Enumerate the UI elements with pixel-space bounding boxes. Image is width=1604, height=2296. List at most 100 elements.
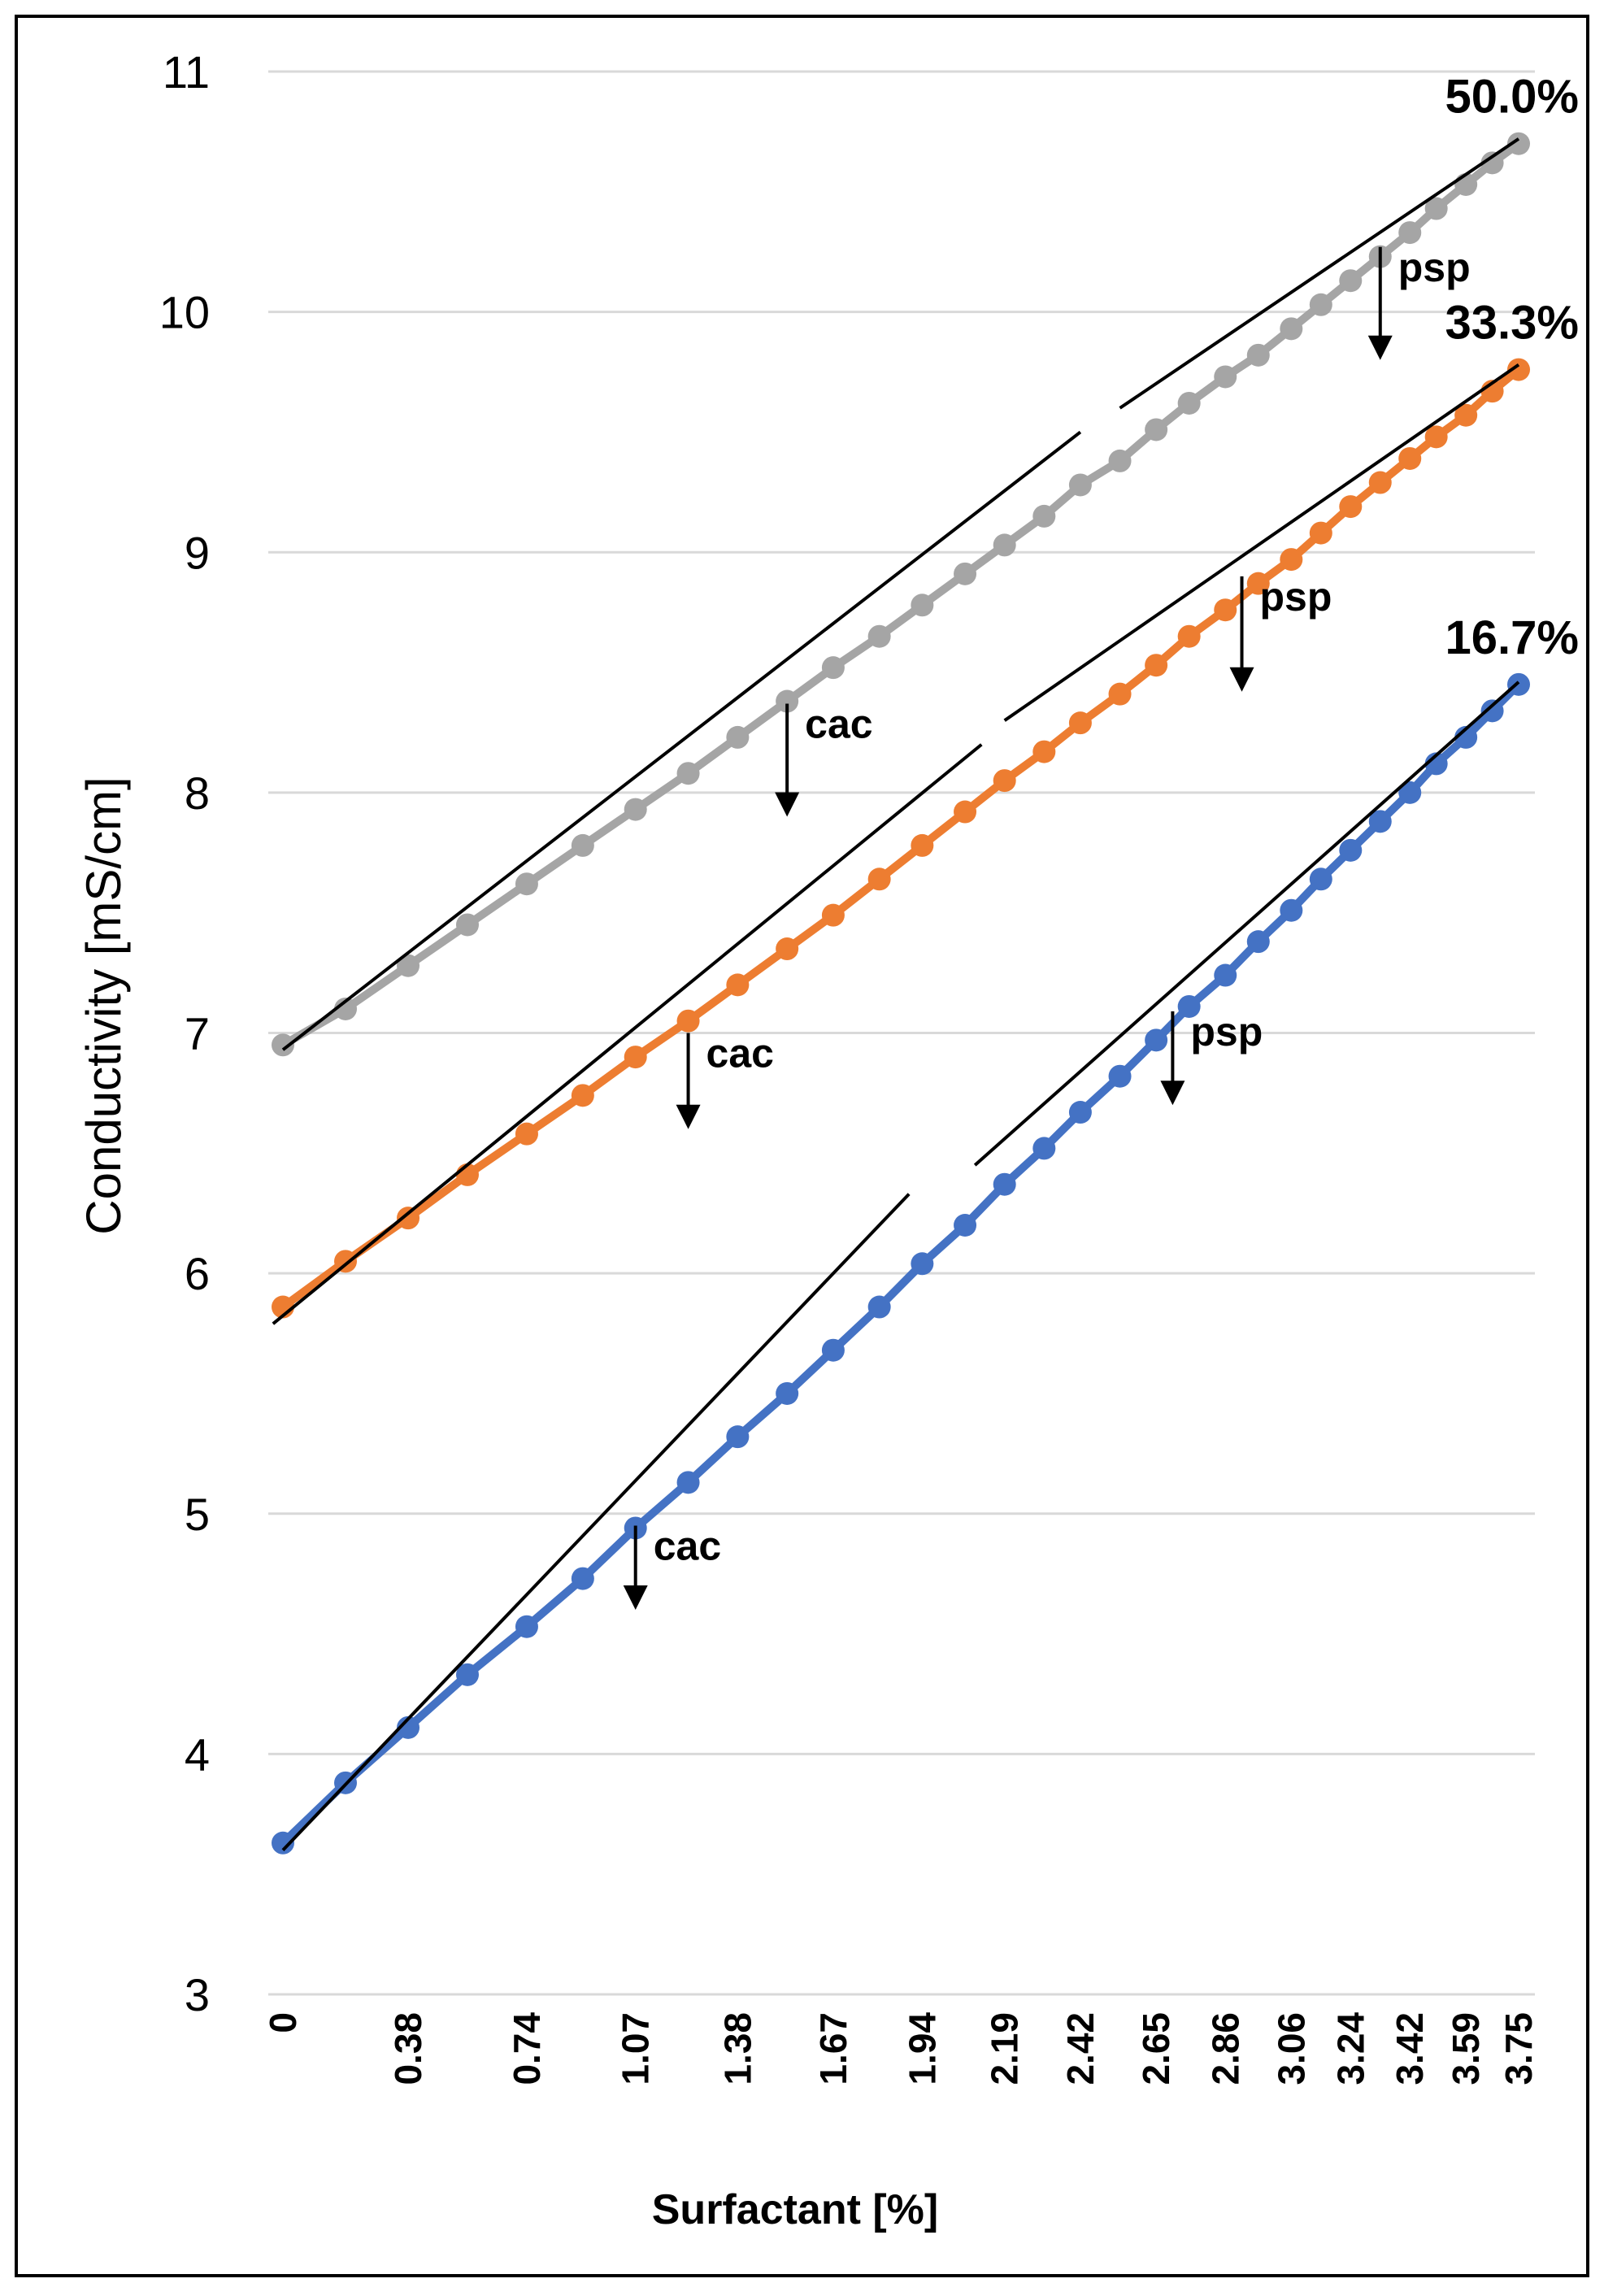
data-point-s0-10 — [821, 656, 845, 680]
data-point-s0-16 — [1068, 473, 1092, 497]
y-tick-3: 3 — [185, 1969, 210, 2020]
data-point-s1-9 — [776, 937, 799, 961]
data-point-s1-24 — [1339, 495, 1363, 519]
data-point-s0-29 — [1480, 151, 1504, 175]
annotations: cac psp cac psp cac psp — [623, 245, 1471, 1610]
data-point-s1-19 — [1177, 624, 1201, 648]
data-point-s0-17 — [1108, 449, 1132, 472]
data-point-s1-5 — [571, 1084, 594, 1107]
fit-line-3 — [1003, 363, 1520, 722]
data-point-s1-7 — [676, 1009, 700, 1033]
annotation-label-2: cac — [706, 1031, 774, 1076]
x-tick-4: 1.38 — [716, 2012, 759, 2085]
data-point-s1-16 — [1068, 711, 1092, 735]
data-point-s1-27 — [1424, 425, 1448, 449]
data-point-s1-22 — [1280, 548, 1303, 572]
data-point-s1-13 — [954, 800, 977, 824]
data-point-s0-24 — [1339, 269, 1363, 293]
data-series — [272, 132, 1530, 1855]
y-axis-title: Conductivity [mS/cm] — [76, 776, 131, 1234]
data-point-s0-0 — [272, 1033, 294, 1057]
y-tick-7: 7 — [185, 1008, 210, 1059]
data-point-s1-10 — [821, 903, 845, 927]
data-point-s1-8 — [726, 973, 750, 997]
annotation-label-0: cac — [805, 701, 872, 746]
x-tick-9: 2.65 — [1135, 2012, 1177, 2085]
data-point-s2-7 — [676, 1471, 700, 1494]
data-point-s2-29 — [1480, 699, 1504, 723]
data-point-s1-17 — [1108, 682, 1132, 706]
fit-line-5 — [973, 681, 1520, 1167]
data-point-s1-12 — [911, 833, 934, 857]
x-tick-14: 3.59 — [1445, 2012, 1487, 2085]
data-point-s2-18 — [1145, 1028, 1168, 1052]
data-point-s0-5 — [571, 833, 594, 857]
data-point-s2-11 — [867, 1295, 891, 1319]
data-point-s0-13 — [954, 562, 977, 585]
data-point-s1-6 — [624, 1046, 647, 1069]
data-point-s2-17 — [1108, 1064, 1132, 1088]
data-point-s1-21 — [1246, 572, 1270, 595]
data-point-s0-8 — [726, 725, 750, 749]
data-point-s0-15 — [1032, 504, 1056, 528]
x-tick-3: 1.07 — [615, 2012, 657, 2085]
annotation-arrowhead-0 — [775, 792, 800, 817]
fit-line-4 — [281, 1193, 911, 1852]
data-point-s1-14 — [993, 769, 1016, 793]
annotation-arrowhead-2 — [676, 1104, 701, 1129]
fit-line-0 — [281, 430, 1082, 1051]
y-tick-11: 11 — [163, 46, 210, 98]
data-point-s2-25 — [1368, 810, 1392, 833]
x-tick-13: 3.42 — [1389, 2012, 1431, 2085]
series-labels: 50.0% 33.3% 16.7% — [1445, 71, 1579, 664]
data-point-s2-2 — [397, 1715, 420, 1739]
data-point-s2-24 — [1339, 838, 1363, 862]
data-point-s2-15 — [1032, 1137, 1056, 1160]
series-label-0: 50.0% — [1445, 71, 1579, 124]
annotation-arrowhead-5 — [1160, 1081, 1185, 1106]
x-tick-7: 2.19 — [984, 2012, 1026, 2085]
data-point-s1-26 — [1398, 446, 1422, 470]
data-point-s2-21 — [1246, 930, 1270, 954]
data-point-s2-19 — [1177, 994, 1201, 1018]
data-point-s1-20 — [1214, 598, 1237, 622]
data-point-s2-27 — [1424, 752, 1448, 776]
x-tick-12: 3.24 — [1329, 2012, 1371, 2085]
data-point-s0-2 — [397, 954, 420, 977]
y-tick-4: 4 — [185, 1729, 210, 1780]
x-tick-labels: 0 0.38 0.74 1.07 1.38 1.67 1.94 2.19 2.42 2.65 2.8… — [262, 2012, 1540, 2085]
data-point-s2-8 — [726, 1425, 750, 1449]
annotation-label-3: psp — [1260, 574, 1332, 620]
data-point-s1-11 — [867, 868, 891, 891]
x-tick-2: 0.74 — [506, 2012, 548, 2085]
series-label-2: 16.7% — [1445, 611, 1579, 664]
data-point-s2-5 — [571, 1567, 594, 1590]
data-point-s2-16 — [1068, 1101, 1092, 1124]
data-point-s0-1 — [334, 997, 358, 1020]
data-point-s0-26 — [1398, 221, 1422, 245]
data-point-s0-23 — [1309, 293, 1332, 316]
data-point-s0-7 — [676, 762, 700, 785]
annotation-arrowhead-3 — [1229, 667, 1254, 692]
data-point-s2-14 — [993, 1172, 1016, 1196]
data-point-s1-18 — [1145, 654, 1168, 677]
data-point-s0-4 — [515, 872, 538, 896]
data-point-s2-20 — [1214, 963, 1237, 987]
data-point-s0-19 — [1177, 391, 1201, 415]
data-point-s1-28 — [1454, 403, 1478, 427]
data-point-s0-22 — [1280, 317, 1303, 341]
data-point-s0-6 — [624, 798, 647, 821]
annotation-label-5: psp — [1190, 1009, 1263, 1055]
x-tick-15: 3.75 — [1498, 2012, 1540, 2085]
data-point-s2-9 — [776, 1381, 799, 1405]
data-point-s2-4 — [515, 1615, 538, 1638]
x-tick-0: 0 — [262, 2012, 304, 2033]
annotation-arrowhead-4 — [623, 1585, 648, 1610]
x-axis-title: Surfactant [%] — [652, 2186, 938, 2233]
data-point-s0-20 — [1214, 365, 1237, 389]
annotation-arrowhead-1 — [1367, 335, 1393, 360]
x-tick-10: 2.86 — [1204, 2012, 1246, 2085]
y-tick-5: 5 — [185, 1489, 210, 1540]
y-tick-8: 8 — [185, 768, 210, 819]
